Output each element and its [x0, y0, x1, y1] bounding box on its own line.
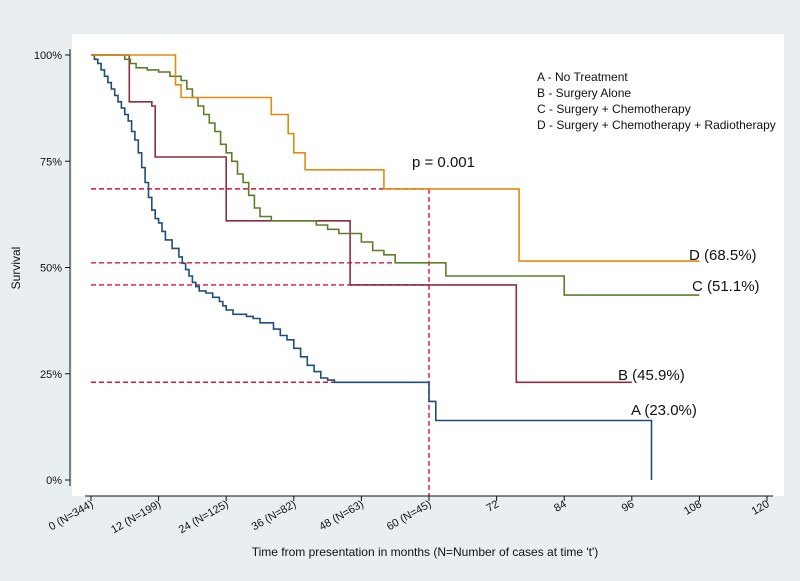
x-tick-label-7: 84: [552, 498, 569, 515]
series-line-b: [91, 54, 632, 384]
series-label-a: A (23.0%): [631, 402, 697, 419]
series-label-c: C (51.1%): [692, 278, 760, 295]
p-value-annotation: p = 0.001: [412, 154, 475, 171]
legend-entry-c: C - Surgery + Chemotherapy: [537, 102, 691, 116]
legend-entry-a: A - No Treatment: [537, 70, 628, 84]
plot-area: [72, 34, 784, 496]
series-label-b: B (45.9%): [618, 367, 685, 384]
y-tick-label-4: 100%: [34, 50, 62, 62]
y-tick-label-3: 75%: [40, 156, 62, 168]
legend: A - No Treatment B - Surgery Alone C - S…: [537, 70, 776, 132]
legend-entry-d: D - Surgery + Chemotherapy + Radiotherap…: [537, 118, 776, 132]
x-tick-label-8: 96: [620, 498, 637, 515]
series-label-d: D (68.5%): [689, 247, 757, 264]
series-line-c: [91, 54, 700, 296]
series-layer: [91, 54, 700, 480]
y-tick-label-0: 0%: [46, 475, 62, 487]
y-tick-label-1: 25%: [40, 369, 62, 381]
y-axis-label: Survival: [9, 247, 23, 290]
series-line-a: [91, 54, 653, 480]
x-axis-label: Time from presentation in months (N=Numb…: [252, 545, 599, 559]
series-line-d: [91, 54, 700, 262]
x-tick-label-6: 72: [484, 498, 501, 515]
legend-entry-b: B - Surgery Alone: [537, 86, 631, 100]
y-tick-label-2: 50%: [40, 263, 62, 275]
